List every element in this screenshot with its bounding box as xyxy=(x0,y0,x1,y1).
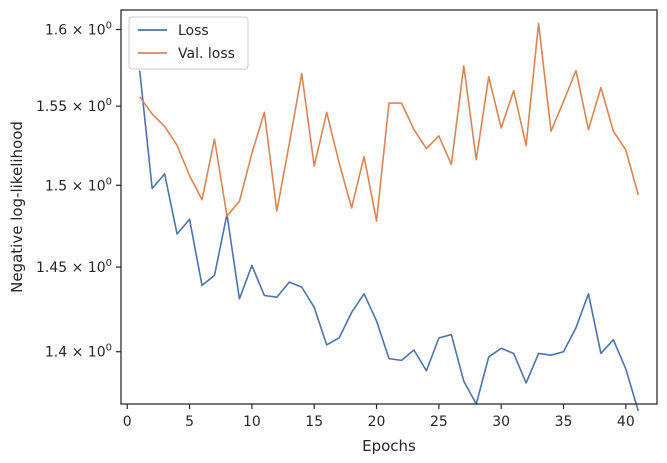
y-tick-times: × xyxy=(67,23,88,39)
x-tick-label: 30 xyxy=(492,414,510,430)
y-tick-exponent: 0 xyxy=(106,97,112,108)
y-tick-value: 1.5 xyxy=(45,178,67,194)
plot-frame xyxy=(120,9,658,405)
y-tick-times: × xyxy=(67,345,88,361)
series-line-loss xyxy=(138,70,640,412)
y-tick-label: 1.6 × 100 xyxy=(45,21,112,39)
legend-label: Loss xyxy=(178,23,209,39)
y-tick-base: 10 xyxy=(88,345,106,361)
y-tick-times: × xyxy=(67,99,88,115)
y-tick-exponent: 0 xyxy=(106,21,112,32)
y-tick-times: × xyxy=(67,260,88,276)
y-tick-exponent: 0 xyxy=(106,258,112,269)
y-tick-label: 1.4 × 100 xyxy=(45,343,112,361)
legend-label: Val. loss xyxy=(178,46,235,62)
x-tick-label: 40 xyxy=(617,414,635,430)
legend: Loss Val. loss xyxy=(128,16,249,70)
x-axis-label: Epochs xyxy=(362,437,416,455)
x-axis: 0 5 10 15 20 25 30 35 40 xyxy=(123,404,635,430)
y-tick-label: 1.5 × 100 xyxy=(45,176,112,194)
plot-lines xyxy=(138,22,640,412)
y-tick-base: 10 xyxy=(88,23,106,39)
y-tick-label: 1.55 × 100 xyxy=(36,97,112,115)
x-tick-label: 35 xyxy=(555,414,573,430)
y-tick-value: 1.55 xyxy=(36,99,67,115)
x-tick-label: 0 xyxy=(123,414,132,430)
y-tick-base: 10 xyxy=(88,178,106,194)
y-axis-label: Negative log-likelihood xyxy=(8,121,26,293)
x-tick-label: 25 xyxy=(430,414,448,430)
x-tick-label: 10 xyxy=(243,414,261,430)
y-tick-exponent: 0 xyxy=(106,176,112,187)
y-tick-exponent: 0 xyxy=(106,343,112,354)
y-tick-value: 1.4 xyxy=(45,345,67,361)
x-tick-label: 5 xyxy=(185,414,194,430)
y-tick-label: 1.45 × 100 xyxy=(36,258,112,276)
series-line-val-loss xyxy=(139,22,640,222)
y-tick-base: 10 xyxy=(88,99,106,115)
y-tick-base: 10 xyxy=(88,260,106,276)
y-tick-value: 1.45 xyxy=(36,260,67,276)
y-tick-value: 1.6 xyxy=(45,23,67,39)
x-tick-label: 20 xyxy=(368,414,386,430)
y-tick-times: × xyxy=(67,178,88,194)
x-tick-label: 15 xyxy=(305,414,323,430)
